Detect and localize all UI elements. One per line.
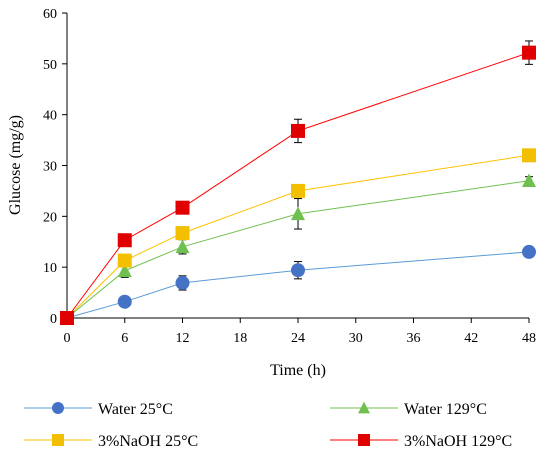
data-point <box>522 148 536 163</box>
data-point <box>117 294 132 309</box>
legend-label: 3%NaOH 25°C <box>98 433 198 450</box>
x-tick-label: 6 <box>121 331 128 346</box>
y-tick-label: 60 <box>43 7 57 22</box>
error-bars <box>120 40 533 305</box>
y-tick-label: 30 <box>43 160 57 175</box>
data-point <box>175 226 190 241</box>
y-tick-label: 0 <box>50 312 57 327</box>
y-axis-title: Glucose (mg/g) <box>7 115 24 215</box>
x-tick-label: 12 <box>176 331 190 346</box>
x-tick-group: 0 6 12 18 24 30 36 42 48 <box>64 318 536 346</box>
x-tick-label: 0 <box>64 331 71 346</box>
x-tick-label: 48 <box>522 331 536 346</box>
y-tick-group: 0 10 20 30 40 50 60 <box>43 7 67 327</box>
data-point <box>175 275 190 290</box>
data-point <box>175 239 190 254</box>
x-axis-title: Time (h) <box>270 362 326 379</box>
data-point <box>291 183 305 198</box>
plot-area: 0 10 20 30 40 50 60 0 6 12 18 24 30 36 42 48 <box>43 7 536 346</box>
data-point <box>117 253 132 268</box>
series-line <box>66 154 530 319</box>
x-tick-label: 42 <box>464 331 478 346</box>
legend-label: Water 25°C <box>98 401 173 418</box>
data-point <box>117 233 132 248</box>
data-point <box>522 244 536 259</box>
x-tick-label: 18 <box>233 331 247 346</box>
data-point <box>60 311 74 325</box>
y-tick-label: 50 <box>43 58 57 73</box>
data-point <box>522 45 536 60</box>
x-tick-label: 30 <box>349 331 363 346</box>
data-point <box>291 263 305 278</box>
x-tick-label: 24 <box>291 331 305 346</box>
y-tick-label: 40 <box>43 109 57 124</box>
legend-marker <box>52 434 64 446</box>
legend-label: 3%NaOH 129°C <box>404 433 512 450</box>
series-markers <box>60 45 536 325</box>
legend: Water 25°C Water 129°C 3%NaOH 25°C 3%NaOH 1… <box>24 401 512 450</box>
y-tick-label: 20 <box>43 210 57 225</box>
data-point <box>117 263 132 278</box>
x-tick-label: 36 <box>407 331 421 346</box>
legend-marker <box>358 434 370 446</box>
legend-marker <box>52 402 64 414</box>
data-point <box>522 173 536 188</box>
data-point <box>291 206 305 221</box>
legend-label: Water 129°C <box>404 401 487 418</box>
y-tick-label: 10 <box>43 261 57 276</box>
data-point <box>175 200 190 215</box>
data-point <box>291 123 305 138</box>
legend-marker <box>358 401 370 414</box>
